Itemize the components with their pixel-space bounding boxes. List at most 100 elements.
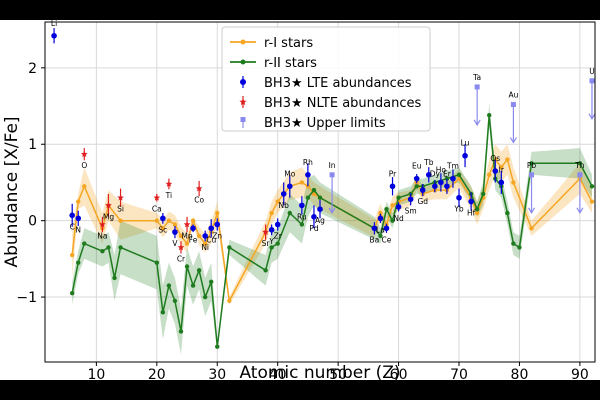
legend-label: r-I stars — [264, 36, 313, 51]
legend: r-I stars r-II stars BH3★ LTE abundances BH… — [221, 26, 431, 132]
upper-limit-arrowhead — [528, 207, 536, 214]
element-label-ho: Ho — [436, 165, 447, 174]
r-i-point — [166, 218, 172, 223]
lte-point — [383, 225, 390, 232]
lte-point — [190, 225, 196, 232]
r-ii-series-line — [71, 115, 593, 347]
r-ii-point — [112, 275, 117, 281]
r-ii-point — [76, 260, 81, 265]
lte-point — [69, 212, 75, 219]
legend-star-marker — [239, 98, 247, 106]
lte-point — [468, 198, 474, 205]
element-label-y: Y — [268, 237, 274, 246]
element-label-zr: Zr — [274, 231, 283, 240]
r-ii-point — [396, 195, 401, 200]
lte-point — [371, 225, 378, 232]
lte-point — [305, 172, 311, 178]
lte-point — [317, 206, 323, 212]
element-label-pd: Pd — [309, 224, 319, 233]
nlte-star — [153, 194, 161, 201]
lte-point — [202, 233, 208, 239]
element-label-si: Si — [117, 205, 124, 214]
r-ii-point — [269, 245, 274, 250]
element-label-au: Au — [508, 91, 518, 100]
x-tick-label: 10 — [87, 367, 105, 383]
r-ii-point — [118, 245, 123, 250]
r-ii-point — [227, 245, 232, 250]
r-i-point — [378, 210, 383, 216]
lte-point — [438, 179, 444, 186]
upper-limit-marker — [510, 102, 516, 108]
r-i-point — [474, 210, 480, 216]
nlte-star — [177, 243, 185, 251]
nlte-star — [105, 201, 112, 209]
upper-limit-marker — [329, 172, 335, 178]
element-label-yb: Yb — [453, 205, 464, 214]
r-ii-point — [505, 210, 510, 216]
lte-point — [395, 204, 402, 210]
x-tick-label: 50 — [329, 367, 347, 383]
r-ii-point — [263, 268, 268, 273]
r-i-point — [69, 252, 75, 258]
element-label-n: N — [75, 225, 81, 234]
x-tick-label: 40 — [269, 367, 287, 383]
r-ii-point — [275, 241, 280, 246]
lte-point — [172, 229, 178, 235]
element-label-ni: Ni — [201, 243, 209, 252]
r-ii-point — [529, 161, 534, 166]
element-label-ag: Ag — [315, 216, 325, 225]
legend-line-marker — [240, 59, 246, 65]
legend-label: BH3★ LTE abundances — [264, 76, 412, 91]
element-label-li: Li — [51, 19, 57, 28]
r-ii-point — [456, 172, 462, 178]
r-ii-point — [69, 291, 75, 296]
lte-point — [456, 194, 462, 201]
r-ii-point — [154, 260, 160, 265]
element-label-sc: Sc — [158, 225, 167, 234]
r-ii-point — [215, 344, 220, 349]
element-label-mo: Mo — [284, 169, 295, 178]
element-label-cr: Cr — [177, 254, 186, 263]
r-i-point — [499, 164, 504, 170]
element-label-fe: Fe — [189, 235, 198, 244]
element-label-nd: Nd — [393, 214, 404, 223]
legend-box — [221, 26, 431, 132]
r-i-point — [82, 184, 87, 189]
r-ii-point — [311, 187, 317, 193]
element-label-v: V — [172, 239, 178, 248]
lte-point — [268, 227, 275, 233]
element-label-tb: Tb — [423, 158, 434, 167]
lte-point — [377, 215, 384, 222]
lte-point — [214, 221, 221, 228]
element-label-tm: Tm — [446, 162, 459, 171]
legend-line-marker — [240, 39, 246, 45]
r-i-point — [275, 199, 280, 204]
r-ii-point — [172, 298, 178, 304]
r-ii-point — [190, 283, 196, 288]
r-ii-point — [384, 206, 389, 212]
element-label-ir: Ir — [499, 165, 505, 174]
element-label-na: Na — [97, 231, 107, 240]
element-label-sr: Sr — [262, 239, 271, 248]
element-label-mn: Mn — [181, 231, 192, 240]
nlte-star — [99, 221, 106, 228]
grid — [45, 22, 595, 362]
r-i-point — [160, 226, 166, 231]
plot-frame — [44, 21, 596, 363]
element-label-cu: Cu — [206, 235, 216, 244]
legend-label: r-II stars — [264, 56, 317, 71]
r-ii-point — [517, 245, 522, 250]
element-label-sm: Sm — [405, 206, 417, 215]
y-axis-label: Abundance [X/Fe] — [2, 116, 22, 267]
r-i-point — [511, 180, 516, 185]
element-label-er: Er — [443, 169, 452, 178]
r-ii-point — [202, 294, 208, 300]
upper-limit-marker — [529, 172, 535, 178]
x-tick-label: 70 — [450, 367, 468, 383]
r-i-point — [487, 172, 492, 178]
lte-point — [492, 168, 499, 174]
nlte-star — [183, 221, 191, 228]
r-i-point — [227, 298, 232, 304]
r-ii-point — [160, 310, 166, 315]
